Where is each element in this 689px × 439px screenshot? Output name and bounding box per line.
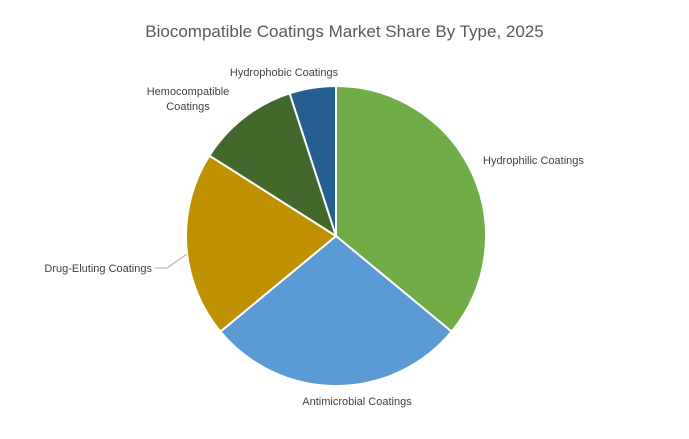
pie-slice-hydrophobic-coatings xyxy=(288,84,337,237)
slice-label: Drug-Eluting Coatings xyxy=(44,263,152,275)
pie-slice-antimicrobial-coatings xyxy=(219,234,453,387)
slice-label: Antimicrobial Coatings xyxy=(302,396,412,408)
leader-line xyxy=(155,253,188,269)
slice-label: Hemocompatible Coatings xyxy=(147,86,230,113)
chart-title: Biocompatible Coatings Market Share By T… xyxy=(145,22,544,41)
pie-slice-hemocompatible-coatings xyxy=(207,92,338,239)
slice-label: Hydrophilic Coatings xyxy=(483,155,584,167)
slice-label: Hydrophobic Coatings xyxy=(230,67,339,79)
pie-slice-hydrophilic-coatings xyxy=(335,84,487,334)
pie-slice-drug-eluting-coatings xyxy=(185,154,338,334)
